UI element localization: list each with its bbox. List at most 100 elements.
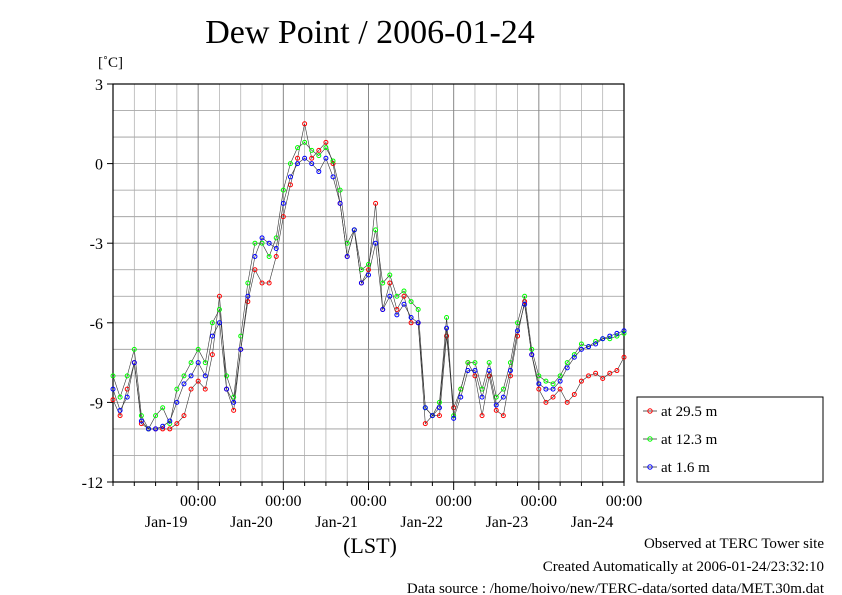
series-2-point (366, 261, 371, 267)
series-2-point (507, 360, 513, 366)
series-3-point (373, 240, 379, 246)
series-3-point (231, 399, 237, 405)
series-3-point (280, 200, 286, 206)
series-3-point (295, 161, 301, 167)
series-2-point (245, 280, 251, 286)
series-2-point (394, 293, 400, 299)
series-1-point (295, 155, 301, 161)
series-2-point (436, 399, 442, 405)
series-2-point (373, 227, 379, 233)
series-1-point (401, 293, 407, 299)
series-3-point (330, 174, 336, 180)
series-1-point (259, 280, 265, 286)
x-tick-date-label: Jan-20 (230, 514, 273, 531)
series-3-point (387, 293, 393, 299)
series-3-point (451, 415, 457, 421)
x-tick-time-label: 00:00 (606, 493, 642, 510)
series-3-point (458, 394, 464, 400)
series-3-point (252, 253, 258, 259)
series-2-point (202, 360, 208, 366)
series-3-point (202, 373, 208, 379)
series-1-point (252, 267, 258, 273)
y-tick-label: -3 (90, 236, 103, 253)
series-2-point (337, 187, 343, 193)
series-2-point (188, 360, 194, 366)
series-3-point (259, 235, 265, 241)
x-tick-time-label: 00:00 (350, 493, 386, 510)
series-3-point (465, 368, 471, 374)
series-3-point (316, 169, 322, 175)
series-2-point (472, 360, 478, 366)
series-2-point (231, 394, 237, 400)
series-2-point (224, 373, 230, 379)
series-3-point (181, 381, 187, 387)
series-1-point (500, 413, 506, 419)
series-1-point (522, 299, 528, 305)
series-2-point (195, 346, 201, 352)
series-2-point (167, 421, 173, 427)
series-1-point (408, 320, 414, 326)
series-1-point (110, 397, 116, 403)
series-1-point (316, 147, 322, 153)
series-2-point (607, 336, 613, 342)
legend-marker (647, 464, 653, 470)
series-2-point (465, 360, 471, 366)
series-1-point (621, 354, 627, 360)
series-2-point (316, 153, 322, 159)
series-2-point (287, 161, 293, 167)
series-3-point (401, 301, 407, 307)
series-1-point (231, 407, 237, 413)
series-2-point (160, 405, 166, 411)
series-3-point (273, 246, 279, 252)
series-3-point (216, 320, 222, 326)
series-2-point (564, 360, 570, 366)
series-3-point (408, 314, 414, 320)
series-1-point (124, 386, 130, 392)
y-tick-label: -12 (82, 475, 103, 492)
series-2-point (415, 307, 421, 313)
series-3-point (302, 155, 308, 161)
series-1-point (366, 267, 371, 273)
series-2-point (273, 235, 279, 241)
y-axis-unit: [˚C] (98, 55, 123, 71)
series-3-point (351, 227, 357, 233)
x-tick-date-label: Jan-22 (400, 514, 443, 531)
series-3-point (479, 394, 485, 400)
x-tick-date-label: Jan-24 (571, 514, 614, 531)
series-3-point (145, 426, 151, 432)
series-3-point (358, 280, 364, 286)
series-2-point (110, 373, 116, 379)
y-tick-label: -6 (90, 316, 103, 333)
series-3-point (507, 368, 513, 374)
series-2-point (543, 378, 549, 384)
series-2-point (131, 346, 137, 352)
series-1-point (571, 391, 577, 397)
series-line-2 (112, 141, 625, 430)
series-2-point (323, 145, 329, 151)
series-1-point (302, 121, 308, 127)
series-1-point (174, 421, 180, 427)
series-1-point (486, 373, 492, 379)
series-3-point (131, 360, 137, 366)
series-3-point (543, 386, 549, 392)
series-3-point (621, 328, 627, 334)
series-1-point (493, 407, 499, 413)
series-3-point (493, 402, 499, 408)
series-2-point (614, 333, 620, 339)
series-3-point (486, 368, 492, 374)
series-3-point (337, 200, 343, 206)
series-2-point (522, 293, 528, 299)
series-1-point (600, 376, 606, 382)
series-line-1 (112, 123, 625, 430)
series-2-point (209, 320, 215, 326)
series-2-point (621, 330, 627, 336)
series-3-point (607, 333, 613, 339)
series-2-point (124, 373, 130, 379)
y-tick-label: -9 (90, 395, 103, 412)
series-1-point (564, 399, 570, 405)
series-1-point (273, 253, 279, 259)
series-1-point (536, 386, 542, 392)
series-3-point (245, 293, 251, 299)
chart-title: Dew Point / 2006-01-24 (205, 14, 535, 51)
series-2-point (493, 394, 499, 400)
